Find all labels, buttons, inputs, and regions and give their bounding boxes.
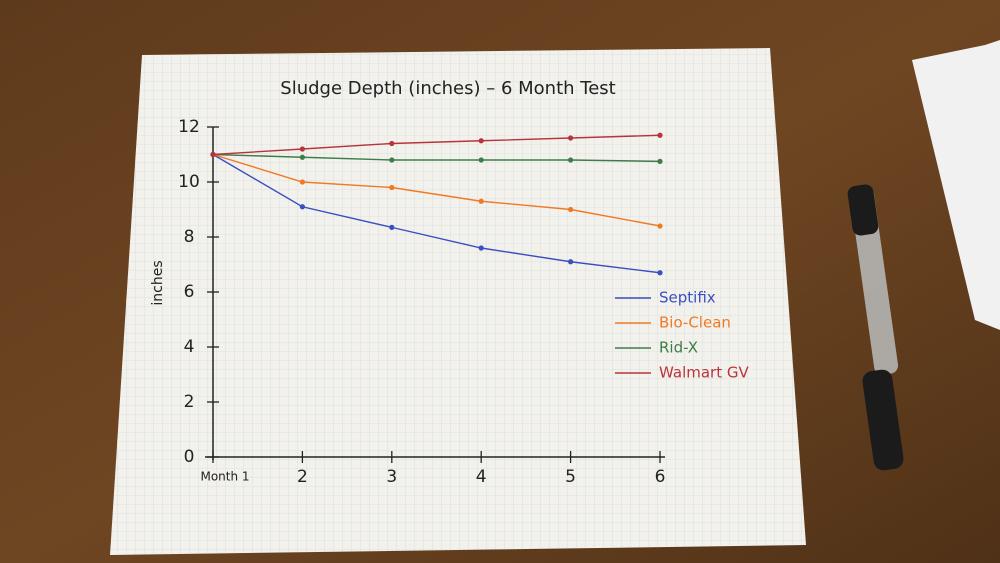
data-point bbox=[568, 206, 574, 213]
data-point bbox=[478, 245, 484, 251]
data-point bbox=[299, 204, 305, 210]
legend-label: Septifix bbox=[659, 289, 716, 307]
y-tick-label: 10 bbox=[178, 172, 200, 192]
x-tick-label: 4 bbox=[476, 467, 487, 487]
data-point bbox=[568, 157, 574, 163]
data-point bbox=[478, 198, 484, 204]
data-point bbox=[299, 146, 305, 152]
data-point bbox=[657, 223, 663, 229]
data-point bbox=[657, 270, 663, 276]
data-point bbox=[299, 179, 305, 185]
y-tick-label: 6 bbox=[184, 282, 195, 302]
y-tick-label: 2 bbox=[184, 392, 195, 412]
data-point bbox=[210, 151, 216, 158]
y-axis-label: inches bbox=[150, 260, 166, 305]
series-line bbox=[212, 153, 661, 274]
data-point bbox=[389, 140, 395, 147]
legend-label: Walmart GV bbox=[659, 364, 749, 382]
data-point bbox=[478, 157, 484, 163]
x-tick-label: 5 bbox=[565, 467, 576, 487]
paper-grid bbox=[110, 48, 806, 555]
data-point bbox=[389, 224, 395, 230]
data-point bbox=[657, 158, 663, 164]
data-point bbox=[299, 154, 305, 160]
y-tick-label: 0 bbox=[184, 447, 195, 467]
data-point bbox=[568, 135, 574, 141]
data-point bbox=[389, 157, 395, 163]
legend-label: Rid-X bbox=[659, 339, 698, 357]
notebook bbox=[912, 40, 1000, 330]
legend-label: Bio-Clean bbox=[659, 314, 731, 332]
data-point bbox=[568, 259, 574, 265]
data-point bbox=[478, 138, 484, 144]
data-point bbox=[389, 184, 395, 191]
y-tick-label: 12 bbox=[178, 117, 200, 137]
series-line bbox=[212, 134, 661, 156]
x-tick-label: 2 bbox=[297, 467, 308, 487]
chart-title: Sludge Depth (inches) – 6 Month Test bbox=[280, 78, 615, 99]
data-point bbox=[657, 132, 663, 138]
y-tick-label: 4 bbox=[184, 337, 195, 357]
pen bbox=[847, 184, 904, 471]
series-line bbox=[212, 153, 661, 227]
x-tick-label: 6 bbox=[655, 467, 666, 487]
x-tick-label: Month 1 bbox=[200, 470, 249, 484]
y-tick-label: 8 bbox=[184, 227, 195, 247]
x-tick-label: 3 bbox=[386, 467, 397, 487]
series-line bbox=[212, 153, 661, 163]
